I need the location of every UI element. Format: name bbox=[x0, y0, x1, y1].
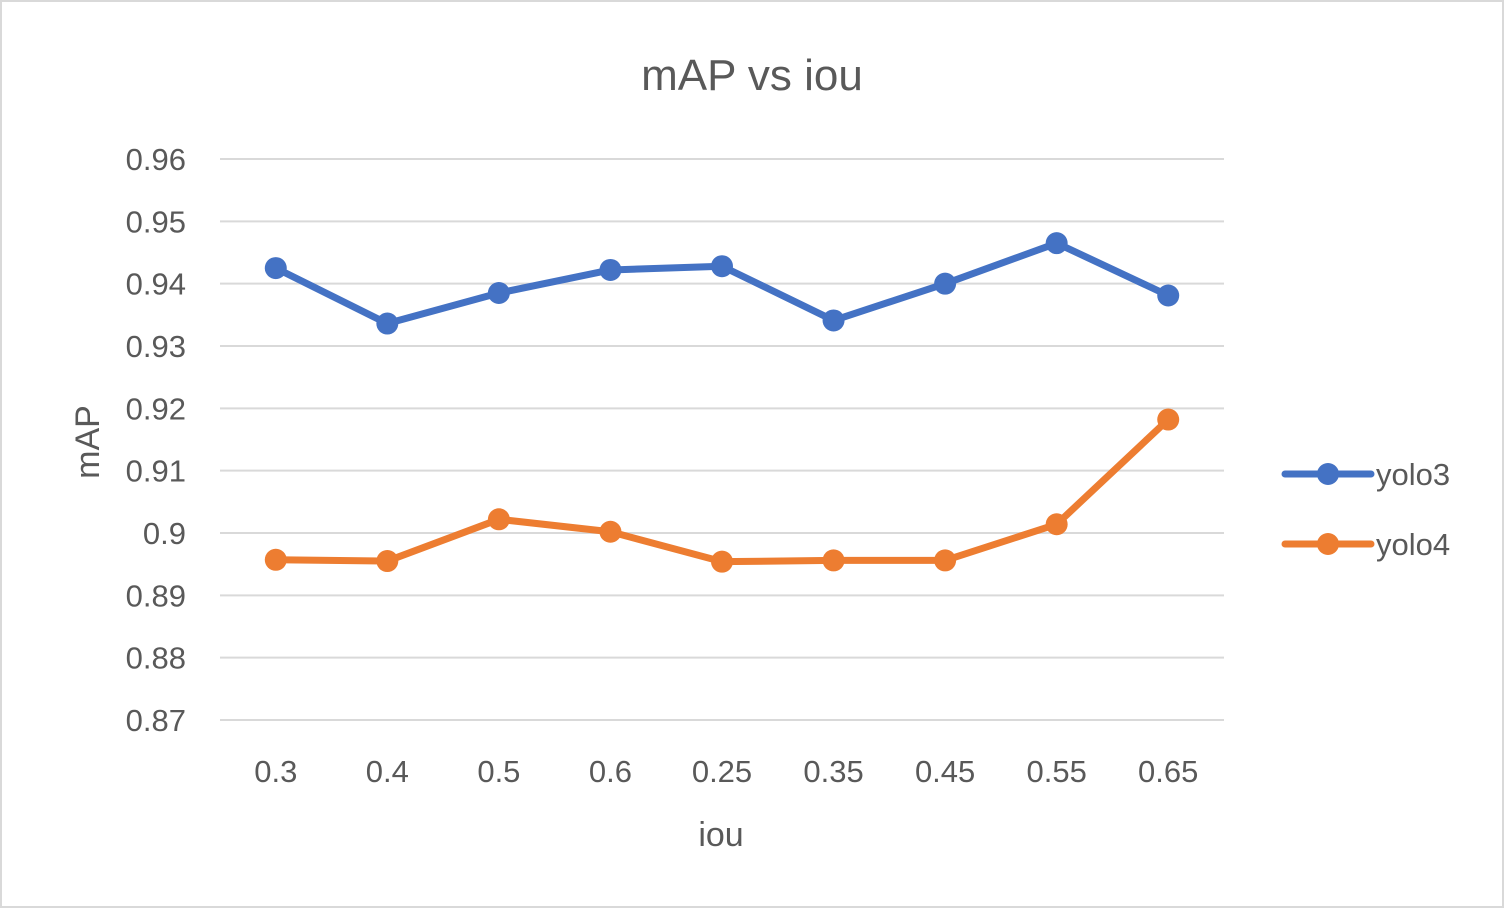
legend-item: yolo3 bbox=[1281, 457, 1450, 492]
x-tick-label: 0.35 bbox=[803, 754, 863, 789]
x-tick-label: 0.5 bbox=[477, 754, 520, 789]
x-tick-label: 0.45 bbox=[915, 754, 975, 789]
data-point bbox=[264, 257, 287, 280]
legend-label: yolo4 bbox=[1376, 527, 1450, 562]
y-tick-label: 0.89 bbox=[126, 578, 186, 613]
y-axis-ticks: 0.96 0.95 0.94 0.93 0.92 0.91 0.9 0.89 0.88 0.87 bbox=[126, 142, 186, 738]
data-point bbox=[1045, 513, 1068, 536]
legend-item: yolo4 bbox=[1281, 527, 1450, 562]
data-point bbox=[1157, 284, 1180, 307]
series-line bbox=[272, 416, 1172, 566]
data-point bbox=[599, 520, 622, 543]
data-point bbox=[934, 272, 957, 295]
x-tick-label: 0.55 bbox=[1026, 754, 1086, 789]
data-point bbox=[711, 550, 733, 573]
legend: yolo3 yolo4 bbox=[1281, 457, 1450, 562]
y-tick-label: 0.93 bbox=[126, 329, 186, 364]
y-axis-label: mAP bbox=[69, 405, 107, 479]
series-yolo3 bbox=[264, 232, 1180, 335]
data-point bbox=[599, 258, 622, 281]
y-tick-label: 0.91 bbox=[126, 454, 186, 489]
legend-marker bbox=[1317, 533, 1339, 555]
y-tick-label: 0.95 bbox=[126, 204, 186, 239]
legend-label: yolo3 bbox=[1376, 457, 1450, 492]
x-axis-label: iou bbox=[698, 816, 743, 854]
data-point bbox=[934, 549, 957, 572]
series-layer bbox=[264, 232, 1180, 573]
data-point bbox=[487, 508, 510, 531]
series-yolo4 bbox=[264, 408, 1180, 573]
data-point bbox=[711, 255, 733, 278]
data-point bbox=[376, 550, 399, 573]
chart-title: mAP vs iou bbox=[641, 51, 863, 100]
data-point bbox=[1045, 232, 1068, 255]
x-tick-label: 0.6 bbox=[589, 754, 632, 789]
data-point bbox=[264, 548, 287, 571]
x-tick-label: 0.65 bbox=[1138, 754, 1198, 789]
data-point bbox=[822, 549, 845, 572]
y-tick-label: 0.9 bbox=[143, 516, 186, 551]
data-point bbox=[1157, 408, 1180, 431]
x-tick-label: 0.3 bbox=[254, 754, 297, 789]
y-tick-label: 0.94 bbox=[126, 267, 186, 302]
x-axis-ticks: 0.3 0.4 0.5 0.6 0.25 0.35 0.45 0.55 0.65 bbox=[254, 754, 1198, 789]
legend-marker bbox=[1317, 463, 1339, 485]
y-tick-label: 0.96 bbox=[126, 142, 186, 177]
x-tick-label: 0.4 bbox=[366, 754, 409, 789]
gridlines bbox=[220, 158, 1224, 721]
data-point bbox=[822, 309, 845, 332]
y-tick-label: 0.92 bbox=[126, 391, 186, 426]
data-point bbox=[487, 282, 510, 305]
x-tick-label: 0.25 bbox=[692, 754, 752, 789]
y-tick-label: 0.87 bbox=[126, 703, 186, 738]
data-point bbox=[376, 312, 399, 335]
y-tick-label: 0.88 bbox=[126, 641, 186, 676]
